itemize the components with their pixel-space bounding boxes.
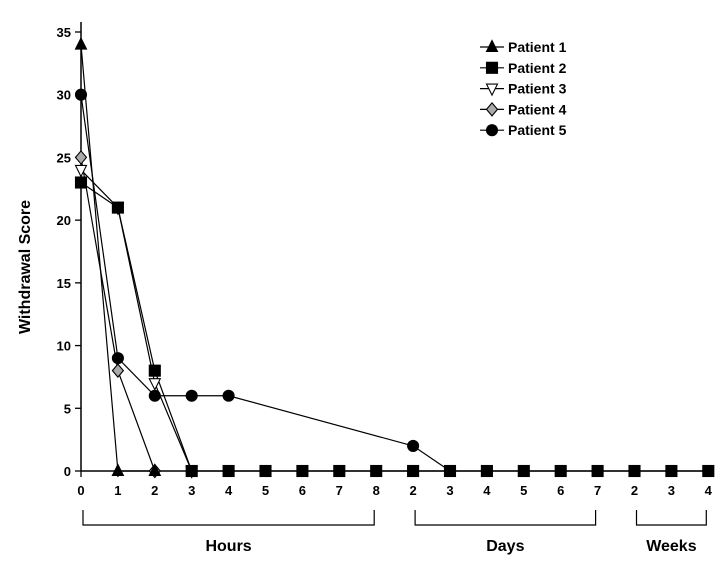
group-label-days: Days <box>486 538 524 555</box>
y-tick-label-35: 35 <box>57 25 71 40</box>
patient-2-point-6 <box>296 464 309 478</box>
legend-label-patient-5: Patient 5 <box>508 122 567 138</box>
y-tick-label-0: 0 <box>64 464 71 479</box>
patient-4-point-1 <box>111 363 125 379</box>
y-tick-label-25: 25 <box>57 150 71 165</box>
patient-2-point-15 <box>628 464 641 478</box>
x-tick-label-17: 4 <box>705 483 713 498</box>
x-tick-label-7: 7 <box>336 483 343 498</box>
x-tick-label-12: 5 <box>520 483 527 498</box>
patient-5-point-4 <box>222 389 235 402</box>
patient-5-point-1 <box>111 352 124 365</box>
x-tick-label-14: 7 <box>594 483 601 498</box>
y-tick-label-15: 15 <box>57 276 71 291</box>
legend-marker-patient-5 <box>485 124 499 137</box>
patient-2-point-14 <box>591 464 604 478</box>
x-tick-label-1: 1 <box>114 483 121 498</box>
x-tick-label-4: 4 <box>225 483 233 498</box>
patient-2-point-1 <box>111 201 124 214</box>
legend-label-patient-1: Patient 1 <box>508 39 567 55</box>
group-bracket-0 <box>82 510 375 526</box>
x-tick-label-8: 8 <box>373 483 380 498</box>
legend-marker-patient-3 <box>485 83 499 97</box>
group-label-hours: Hours <box>205 538 251 555</box>
patient-2-point-8 <box>370 464 383 478</box>
x-tick-label-3: 3 <box>188 483 195 498</box>
legend-marker-patient-1 <box>485 39 499 53</box>
x-tick-label-9: 2 <box>409 483 416 498</box>
x-tick-label-10: 3 <box>446 483 453 498</box>
patient-3-line <box>80 169 193 472</box>
patient-5-line <box>80 94 451 472</box>
x-tick-label-0: 0 <box>77 483 84 498</box>
patient-2-point-12 <box>517 464 530 478</box>
patient-3-point-2 <box>148 378 162 391</box>
patient-5-point-2 <box>148 389 161 402</box>
patient-1-point-0 <box>74 36 88 50</box>
legend-label-patient-2: Patient 2 <box>508 60 567 76</box>
patient-2-point-9 <box>407 464 420 478</box>
x-tick-label-13: 6 <box>557 483 564 498</box>
x-tick-label-2: 2 <box>151 483 158 498</box>
patient-2-point-7 <box>333 464 346 478</box>
y-tick-label-5: 5 <box>64 401 71 416</box>
x-tick-label-16: 3 <box>668 483 675 498</box>
patient-2-line <box>80 182 709 472</box>
group-bracket-1 <box>414 510 597 526</box>
patient-5-point-0 <box>74 88 88 101</box>
legend-label-patient-3: Patient 3 <box>508 81 567 97</box>
legend-marker-patient-4 <box>485 102 499 117</box>
y-tick-label-10: 10 <box>57 339 71 354</box>
patient-2-point-13 <box>554 464 567 478</box>
patient-2-point-2 <box>148 364 161 377</box>
patient-4-point-0 <box>74 150 88 165</box>
patient-2-point-4 <box>222 464 235 478</box>
patient-2-point-3 <box>185 464 198 478</box>
patient-2-point-5 <box>259 464 272 478</box>
patient-2-point-16 <box>665 464 678 478</box>
y-axis-label: Withdrawal Score <box>17 200 34 334</box>
patient-2-point-17 <box>702 464 715 478</box>
patient-2-point-0 <box>74 176 88 189</box>
patient-1-point-1 <box>111 463 125 477</box>
legend-label-patient-4: Patient 4 <box>508 101 567 117</box>
patient-3-point-0 <box>74 164 88 178</box>
patient-1-line <box>80 44 155 472</box>
patient-5-point-3 <box>185 389 198 402</box>
group-bracket-2 <box>635 510 707 526</box>
patient-5-point-5 <box>407 439 420 452</box>
legend-marker-patient-2 <box>485 61 499 74</box>
patient-5-point-6 <box>443 464 457 478</box>
x-tick-label-5: 5 <box>262 483 269 498</box>
group-label-weeks: Weeks <box>646 538 697 555</box>
patient-2-point-11 <box>480 464 493 478</box>
patient-1-point-2 <box>148 463 162 477</box>
x-tick-label-11: 4 <box>483 483 491 498</box>
x-tick-label-15: 2 <box>631 483 638 498</box>
y-tick-label-30: 30 <box>57 88 71 103</box>
y-tick-label-20: 20 <box>57 213 71 228</box>
x-tick-label-6: 6 <box>299 483 306 498</box>
